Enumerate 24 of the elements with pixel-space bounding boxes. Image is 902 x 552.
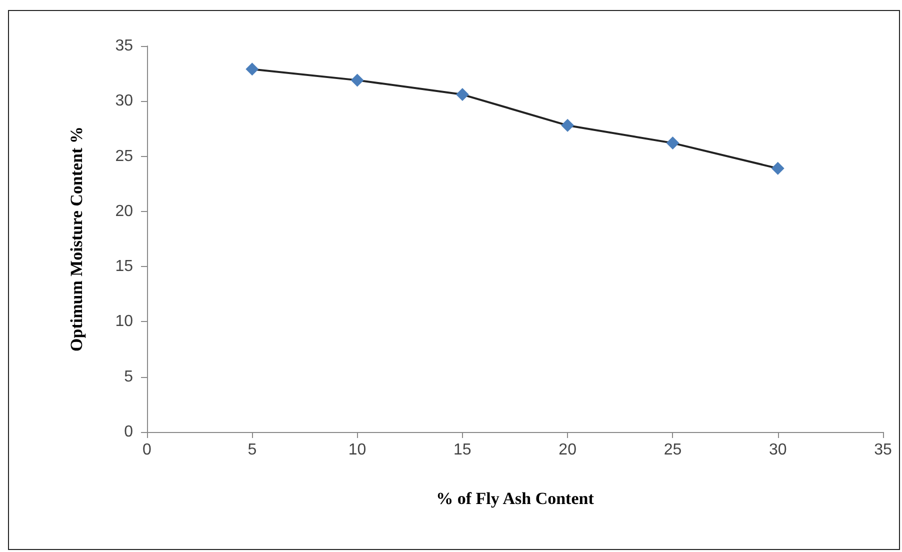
y-tick-label: 25 [115, 148, 134, 165]
point [771, 162, 784, 175]
x-tick-label: 35 [874, 442, 892, 458]
y-tick-label: 35 [115, 38, 134, 54]
x-tick-label: 30 [768, 442, 787, 458]
y-tick-label: 0 [124, 424, 134, 440]
y-axis-title: Optimum Moisture Content % [67, 126, 86, 352]
point [350, 74, 364, 87]
y-tick-label: 20 [115, 202, 134, 220]
x-tick-label: 0 [142, 442, 152, 458]
y-tick-label: 30 [115, 92, 134, 110]
x-tick-label: 15 [454, 442, 472, 458]
point [666, 136, 680, 150]
point [246, 62, 259, 76]
point [456, 88, 469, 102]
y-tick-label: 15 [115, 258, 134, 276]
x-tick-label: 5 [248, 442, 257, 458]
x-tick-label: 20 [558, 442, 577, 458]
x-axis-title: % of Fly Ash Content [436, 489, 594, 508]
y-tick-label: 5 [124, 368, 134, 386]
point [561, 118, 574, 132]
x-tick-label: 10 [348, 442, 366, 458]
y-tick-label: 10 [115, 313, 134, 330]
x-tick-label: 25 [664, 442, 682, 458]
